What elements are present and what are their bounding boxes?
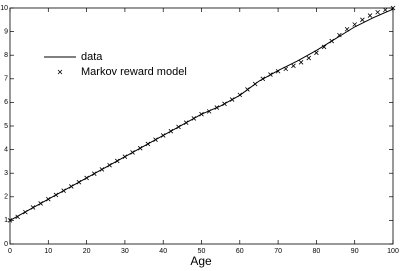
marker	[114, 158, 120, 164]
marker	[252, 81, 258, 87]
legend: data Markov reward model	[44, 51, 187, 78]
marker	[122, 154, 128, 159]
marker	[214, 105, 220, 110]
x-tick-label: 30	[121, 248, 129, 255]
y-tick-label: 3	[4, 170, 8, 177]
x-tick-label: 50	[198, 248, 206, 255]
marker	[229, 97, 235, 102]
marker	[91, 171, 97, 176]
y-tick-label: 7	[4, 76, 8, 83]
marker	[199, 111, 204, 117]
marker	[390, 5, 396, 11]
x-tick-label: 10	[44, 248, 52, 255]
marker	[7, 218, 13, 223]
y-tick-label: 5	[4, 123, 8, 130]
marker	[153, 137, 158, 142]
marker	[46, 196, 51, 202]
x-tick-label: 20	[83, 248, 91, 255]
marker	[314, 50, 319, 56]
y-tick-label: 4	[4, 146, 8, 153]
y-tick-label: 0	[4, 241, 8, 248]
marker	[68, 184, 74, 189]
marker	[130, 150, 135, 155]
y-tick-label: 1	[4, 217, 8, 224]
legend-label: data	[81, 51, 103, 63]
marker	[260, 76, 266, 82]
marker	[168, 128, 174, 134]
marker	[206, 109, 212, 114]
x-tick-label: 70	[274, 248, 282, 255]
x-tick-label: 60	[236, 248, 244, 255]
marker	[176, 124, 181, 130]
x-tick-label: 40	[159, 248, 167, 255]
marker	[237, 92, 243, 98]
marker	[352, 22, 357, 27]
marker	[360, 17, 365, 23]
marker	[337, 32, 342, 38]
x-tick-label: 100	[387, 248, 399, 255]
marker	[222, 101, 227, 107]
marker	[15, 214, 20, 220]
data-line	[9, 8, 394, 221]
marker	[298, 59, 304, 65]
legend-label: Markov reward model	[81, 66, 187, 78]
marker	[53, 192, 59, 198]
marker	[145, 141, 151, 147]
legend-marker	[57, 69, 63, 75]
y-tick-label: 6	[4, 99, 8, 106]
plot-frame	[9, 7, 394, 245]
marker	[99, 167, 105, 172]
marker	[84, 175, 89, 181]
y-tick-label: 10	[0, 5, 8, 12]
marker	[275, 68, 281, 74]
marker	[245, 87, 250, 92]
marker	[268, 72, 273, 77]
marker	[191, 116, 197, 121]
marker	[160, 133, 166, 138]
marker	[38, 201, 43, 206]
marker	[61, 188, 66, 193]
marker	[283, 66, 289, 72]
x-tick-label: 90	[351, 248, 359, 255]
marker	[107, 162, 112, 168]
marker	[30, 205, 36, 210]
y-tick-label: 2	[4, 194, 8, 201]
x-tick-label: 0	[8, 248, 12, 255]
y-tick-label: 9	[4, 28, 8, 35]
marker	[367, 13, 373, 18]
marker	[383, 7, 388, 13]
marker	[76, 179, 82, 185]
marker	[329, 38, 335, 44]
x-axis-label: Age	[190, 254, 212, 268]
marker	[306, 55, 312, 61]
marker	[291, 63, 296, 69]
marker	[183, 120, 189, 125]
x-tick-label: 80	[313, 248, 321, 255]
marker	[375, 9, 380, 15]
y-tick-label: 8	[4, 52, 8, 59]
marker	[344, 26, 350, 32]
marker	[23, 209, 28, 215]
marker	[137, 145, 143, 151]
marker	[321, 44, 327, 50]
